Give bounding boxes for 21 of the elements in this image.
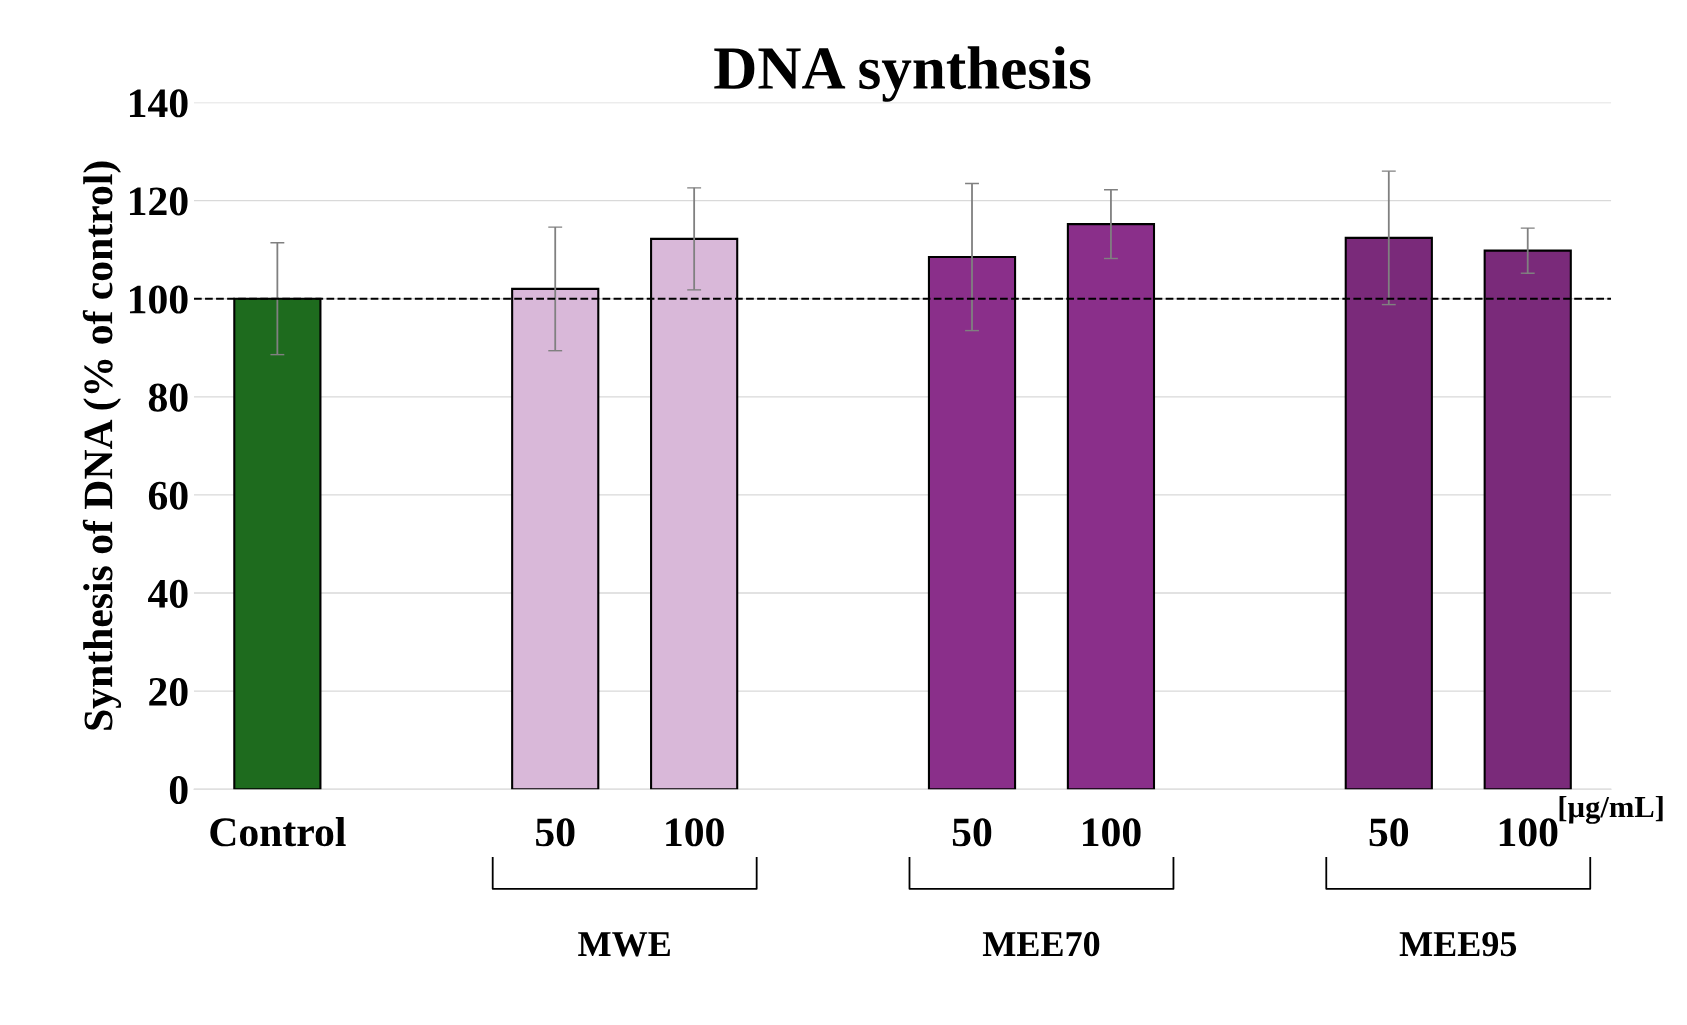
text: MEE70 bbox=[982, 931, 1100, 957]
chart-title: DNA synthesis bbox=[714, 46, 1091, 102]
y-tick-label: 80 bbox=[148, 383, 188, 412]
y-tick-label: 120 bbox=[129, 187, 188, 216]
y-tick-label: 40 bbox=[148, 579, 188, 608]
x-tick-label: 100 bbox=[666, 818, 724, 847]
y-tick-label: 100 bbox=[129, 285, 188, 314]
text: MWE bbox=[578, 932, 670, 957]
y-tick-label: 140 bbox=[129, 89, 188, 118]
x-tick-label: 50 bbox=[536, 818, 575, 847]
y-tick-label: 60 bbox=[148, 481, 188, 510]
text: MEE95 bbox=[1399, 931, 1517, 957]
x-tick-label: 50 bbox=[952, 818, 992, 847]
y-tick-label: 20 bbox=[149, 677, 188, 707]
x-tick-label: Control bbox=[210, 817, 346, 847]
y-tick-label: 0 bbox=[169, 776, 188, 805]
x-tick-label: 50 bbox=[1369, 818, 1409, 847]
y-axis-title: Synthesis of DNA (% of control) bbox=[82, 161, 122, 730]
x-tick-label: 100 bbox=[1083, 818, 1141, 847]
x-tick-label: 100 bbox=[1499, 818, 1558, 847]
text: [µg/mL] bbox=[1559, 795, 1663, 824]
